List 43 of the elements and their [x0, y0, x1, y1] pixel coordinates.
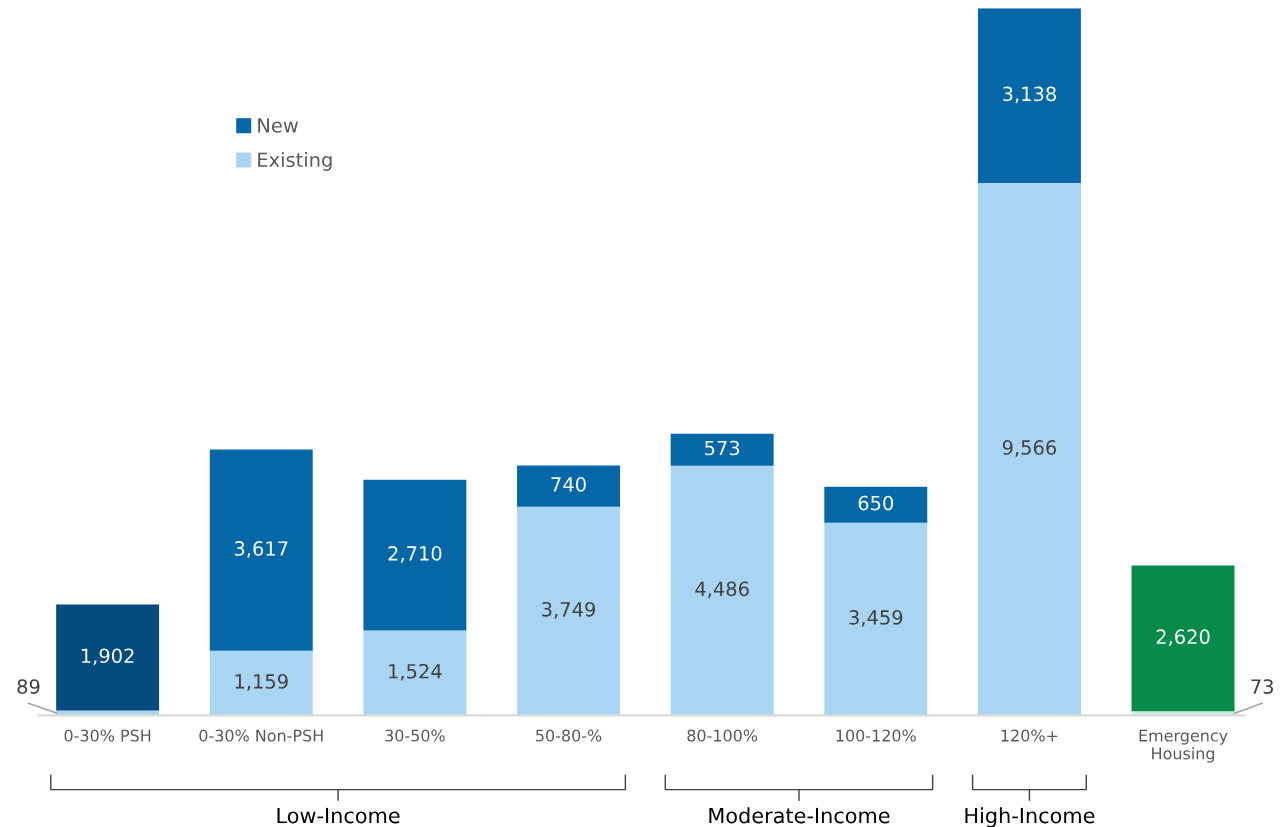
text: High-Income	[965, 807, 1095, 827]
data-label: 2,620	[1156, 629, 1210, 647]
bar	[670, 465, 774, 716]
x-tick-label: 80-100%	[687, 729, 758, 742]
bar	[824, 522, 928, 716]
data-label: 3,459	[849, 610, 903, 627]
x-tick-label: 100-120%	[836, 729, 916, 742]
text: Low-Income	[277, 807, 400, 824]
x-tick-label: 0-30% Non-PSH	[199, 729, 323, 742]
bar	[209, 650, 313, 716]
bar	[56, 604, 160, 711]
bar	[977, 182, 1081, 716]
x-tick-label: 0-30% PSH	[64, 729, 151, 742]
bar	[977, 8, 1081, 183]
x-tick-label: 30-50%	[385, 729, 445, 742]
data-label: 4,486	[695, 581, 749, 599]
bar	[517, 465, 620, 507]
bar	[209, 449, 313, 651]
x-tick-label: 120%+	[1001, 729, 1058, 742]
data-label: 9,566	[1002, 440, 1057, 457]
legend-label: Existing	[258, 152, 332, 171]
data-label: 1,524	[389, 663, 442, 681]
bar	[1131, 565, 1235, 712]
data-label: 3,749	[542, 601, 595, 619]
data-label: 73	[1251, 679, 1273, 694]
data-label: 3,138	[1003, 86, 1056, 104]
data-label: 2,710	[388, 546, 442, 563]
x-tick-label: 50-80-%	[536, 729, 602, 742]
data-label: 650	[858, 495, 894, 511]
data-label: 573	[705, 440, 740, 456]
text: Moderate-Income	[709, 807, 890, 824]
bar	[670, 433, 774, 466]
bar	[824, 486, 928, 523]
bar	[363, 630, 467, 716]
x-tick-label: Emergency Housing	[1139, 729, 1228, 763]
data-label: 1,902	[81, 648, 134, 666]
legend-label: New	[258, 118, 298, 133]
data-label: 740	[551, 477, 586, 492]
data-label: 3,617	[234, 541, 288, 558]
data-label: 1,159	[235, 674, 288, 691]
data-label: 89	[17, 679, 40, 694]
bar	[363, 479, 467, 631]
bar	[517, 506, 620, 716]
